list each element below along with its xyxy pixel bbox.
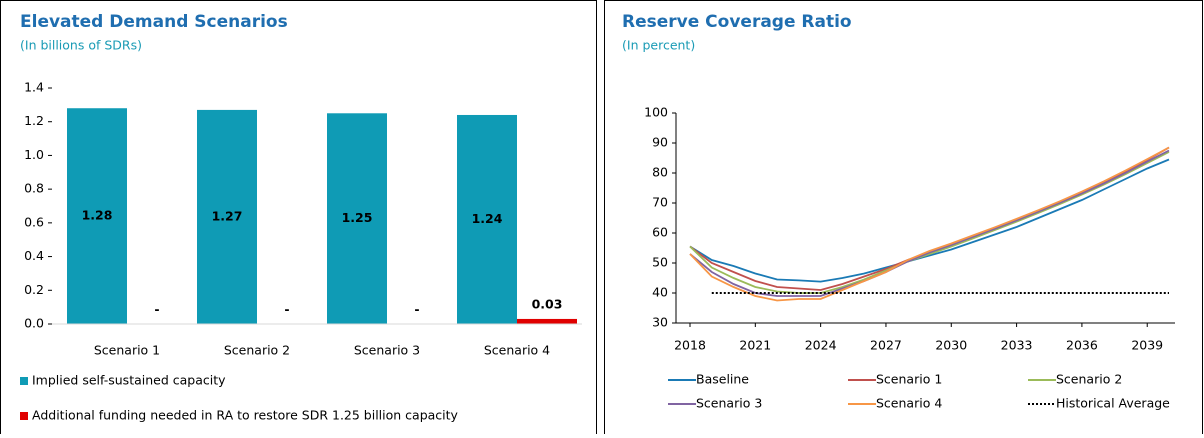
y-tick-label: 40 [652, 285, 668, 300]
x-tick-label: 2033 [1001, 338, 1033, 353]
bar [457, 114, 517, 324]
chart-title: Elevated Demand Scenarios [20, 12, 288, 32]
x-tick-label: Scenario 3 [354, 343, 420, 358]
y-tick-label: 0.8 [24, 181, 44, 196]
line-series [689, 158, 1170, 283]
y-tick-label: 60 [652, 225, 668, 240]
bar [197, 109, 257, 325]
panel-border [0, 0, 597, 438]
x-tick-label: Scenario 2 [224, 343, 290, 358]
x-tick-label: 2036 [1066, 338, 1098, 353]
line-series [689, 151, 1170, 294]
legend-label: Scenario 3 [696, 396, 762, 411]
chart-title: Reserve Coverage Ratio [622, 12, 852, 32]
legend-label: Additional funding needed in RA to resto… [32, 408, 459, 423]
x-tick-label: 2030 [935, 338, 967, 353]
y-tick-label: 0.4 [24, 248, 44, 263]
data-label: 1.24 [472, 211, 503, 226]
x-tick-label: 2018 [674, 338, 706, 353]
y-tick-label: 0.2 [24, 282, 44, 297]
y-tick-label: 0.6 [24, 214, 44, 229]
data-label: - [414, 302, 419, 317]
bar [327, 113, 387, 325]
data-label: 1.28 [82, 208, 113, 223]
legend-label: Historical Average [1056, 396, 1170, 411]
x-tick-label: 2021 [739, 338, 771, 353]
y-tick-label: 0.0 [24, 316, 44, 331]
line-series [689, 149, 1170, 297]
x-tick-label: 2039 [1131, 338, 1163, 353]
legend-swatch [20, 377, 28, 385]
line-series [689, 146, 1170, 302]
legend-label: Scenario 4 [876, 396, 942, 411]
legend-swatch [20, 412, 28, 420]
legend-label: Scenario 2 [1056, 372, 1122, 387]
y-tick-label: 80 [652, 165, 668, 180]
y-tick-label: 30 [652, 315, 668, 330]
chart-subtitle: (In billions of SDRs) [20, 38, 142, 53]
x-tick-label: 2027 [870, 338, 902, 353]
legend-label: Implied self-sustained capacity [32, 373, 226, 388]
legend-label: Scenario 1 [876, 372, 942, 387]
y-tick-label: 100 [644, 105, 668, 120]
x-tick-label: Scenario 1 [94, 343, 160, 358]
data-label: 1.25 [342, 210, 373, 225]
bar [67, 108, 127, 324]
y-tick-label: 1.0 [24, 147, 44, 162]
x-tick-label: 2024 [805, 338, 837, 353]
data-label: 0.03 [532, 296, 563, 311]
bar [517, 318, 577, 324]
data-label: - [154, 302, 159, 317]
data-label: - [284, 302, 289, 317]
line-series [689, 146, 1170, 291]
legend-label: Baseline [696, 372, 749, 387]
chart-subtitle: (In percent) [622, 38, 695, 53]
panel-border [604, 0, 1203, 438]
y-tick-label: 1.4 [24, 80, 44, 95]
y-tick-label: 1.2 [24, 113, 44, 128]
y-tick-label: 50 [652, 255, 668, 270]
y-tick-label: 70 [652, 195, 668, 210]
y-tick-label: 90 [652, 135, 668, 150]
x-tick-label: Scenario 4 [484, 343, 550, 358]
data-label: 1.27 [212, 208, 243, 223]
